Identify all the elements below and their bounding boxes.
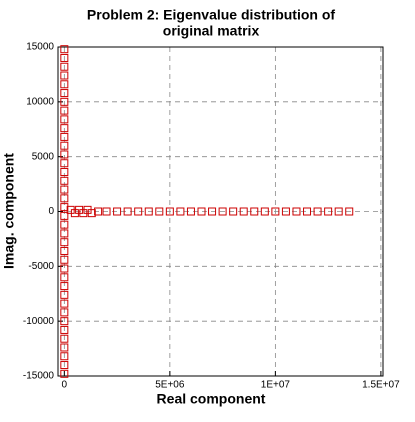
data-point	[113, 207, 122, 216]
data-point	[260, 207, 269, 216]
data-point	[60, 115, 69, 124]
y-tick-label: -15000	[23, 371, 55, 382]
data-point	[60, 159, 69, 168]
data-point	[60, 361, 69, 370]
data-point	[60, 264, 69, 273]
data-point	[345, 207, 354, 216]
data-point	[60, 89, 69, 98]
data-point	[60, 273, 69, 282]
data-point	[60, 325, 69, 334]
chart-title: Problem 2: Eigenvalue distribution of	[87, 7, 335, 23]
data-point	[292, 207, 301, 216]
data-point	[176, 207, 185, 216]
data-point	[208, 207, 217, 216]
data-point	[144, 207, 153, 216]
data-point	[155, 207, 164, 216]
y-axis-label: Imag. component	[1, 153, 17, 269]
data-point	[239, 207, 248, 216]
chart-title: original matrix	[163, 23, 260, 39]
data-point	[60, 176, 69, 185]
data-point	[303, 207, 312, 216]
data-point	[165, 207, 174, 216]
data-point	[218, 207, 227, 216]
y-tick-label: 15000	[26, 42, 54, 53]
data-point	[60, 238, 69, 247]
data-point	[60, 150, 69, 159]
data-point	[334, 207, 343, 216]
data-point	[229, 207, 238, 216]
data-point	[281, 207, 290, 216]
data-point	[60, 299, 69, 308]
data-point	[60, 317, 69, 326]
data-point	[313, 207, 322, 216]
x-axis-label: Real component	[157, 391, 266, 407]
data-point	[60, 62, 69, 71]
data-point	[60, 211, 69, 220]
data-point	[94, 207, 103, 216]
data-point	[87, 209, 96, 218]
y-tick-label: 0	[48, 206, 54, 217]
data-point	[60, 203, 69, 212]
x-tick-label: 5E+06	[155, 380, 185, 391]
data-point	[60, 71, 69, 80]
data-point	[60, 255, 69, 264]
data-point	[60, 194, 69, 203]
data-point	[60, 132, 69, 141]
data-point	[60, 308, 69, 317]
data-point	[324, 207, 333, 216]
x-tick-label: 1E+07	[261, 380, 291, 391]
x-tick-label: 0	[62, 380, 68, 391]
data-point	[60, 352, 69, 361]
data-point	[60, 229, 69, 238]
data-point	[60, 53, 69, 62]
data-point	[60, 290, 69, 299]
data-point	[60, 124, 69, 133]
data-point	[123, 207, 132, 216]
y-tick-label: -10000	[23, 316, 55, 327]
data-point	[60, 168, 69, 177]
data-point	[134, 207, 143, 216]
y-tick-label: 10000	[26, 96, 54, 107]
data-point	[60, 141, 69, 150]
data-point	[60, 80, 69, 89]
data-point	[60, 334, 69, 343]
data-point	[60, 343, 69, 352]
data-point	[60, 246, 69, 255]
data-point	[271, 207, 280, 216]
data-point	[60, 45, 69, 54]
data-point	[60, 97, 69, 106]
x-tick-label: 1.5E+07	[362, 380, 400, 391]
data-point	[60, 185, 69, 194]
data-point	[60, 369, 69, 378]
data-point	[197, 207, 206, 216]
data-point	[102, 207, 111, 216]
y-tick-label: -5000	[28, 261, 54, 272]
data-point	[250, 207, 259, 216]
y-tick-label: 5000	[32, 151, 55, 162]
plot-frame	[57, 46, 384, 377]
data-point	[60, 106, 69, 115]
data-point	[60, 220, 69, 229]
data-point	[60, 282, 69, 291]
data-point	[186, 207, 195, 216]
